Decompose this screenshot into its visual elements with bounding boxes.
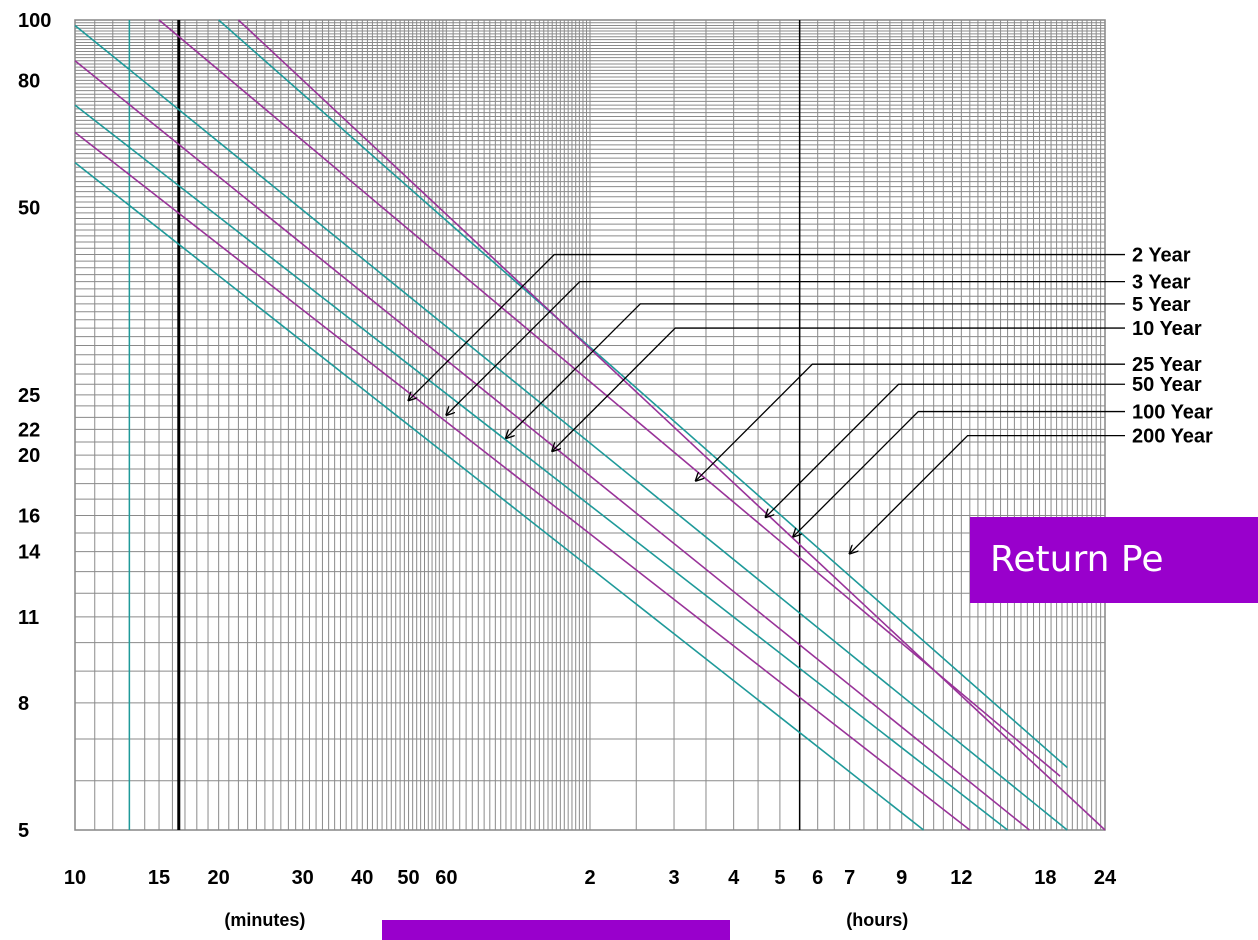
legend-label: 2 Year [1132,245,1191,267]
x-tick-label: 10 [64,867,86,889]
y-tick-label: 5 [18,820,29,842]
y-tick-label: 8 [18,693,29,715]
curve-50-year [158,19,1061,777]
x-tick-label: 20 [208,867,230,889]
legend-label: 100 Year [1132,402,1213,424]
leader-10-year [552,327,1125,451]
plot-grid [74,19,1106,831]
legend-label: 50 Year [1132,374,1202,396]
x-tick-label: 12 [950,867,972,889]
x-tick-label: 2 [584,867,595,889]
leader-200-year [850,434,1125,554]
curve-100-year [218,19,1068,769]
curve-3-year [74,131,971,831]
x-tick-label: 6 [812,867,823,889]
x-tick-label: 9 [896,867,907,889]
reference-lines [177,20,801,830]
x-tick-label: 18 [1034,867,1056,889]
y-tick-label: 80 [18,70,40,92]
x-tick-label: 40 [351,867,373,889]
x-tick-label: 30 [292,867,314,889]
leader-50-year [766,383,1125,517]
legend-label: 3 Year [1132,272,1191,294]
x-tick-label: 50 [397,867,419,889]
return-period-curves [74,19,1106,831]
leader-25-year [696,363,1125,480]
x-tick-label: 7 [844,867,855,889]
leader-2-year [409,253,1125,401]
legend-label: 200 Year [1132,426,1213,448]
y-tick-label: 20 [18,445,40,467]
x-unit-label: (minutes) [224,910,305,930]
curve-5-year [74,104,1009,831]
y-tick-label: 22 [18,419,40,441]
y-axis-ticks: 100 80 50 25 22 20 16 14 11 8 5 [18,10,51,842]
curve-25-year [74,24,1068,831]
curve-2-year [74,162,925,831]
leader-5-year [506,303,1125,438]
x-tick-label: 24 [1094,867,1117,889]
legend-leader-lines [409,253,1125,554]
x-unit-label: (hours) [846,910,908,930]
leader-100-year [793,410,1125,537]
y-tick-label: 25 [18,385,40,407]
y-tick-label: 100 [18,10,51,32]
y-tick-label: 14 [18,542,41,564]
y-tick-label: 11 [18,607,39,629]
y-tick-label: 50 [18,197,40,219]
x-tick-label: 3 [668,867,679,889]
x-tick-label: 60 [435,867,457,889]
x-tick-label: 15 [148,867,170,889]
x-axis-unit-labels: (minutes) (hours) [224,910,908,930]
leader-3-year [446,280,1125,415]
curve-200-year [237,19,1106,831]
x-tick-label: 5 [774,867,785,889]
x-tick-label: 4 [728,867,740,889]
y-tick-label: 16 [18,506,40,528]
return-period-banner: Return Pe [970,517,1258,603]
legend-label: 5 Year [1132,294,1191,316]
purple-bar [382,920,730,940]
legend-label: 25 Year [1132,354,1202,376]
x-axis-ticks: 10 15 20 30 40 50 60 2 3 4 5 6 7 9 12 18 24 [64,867,1117,889]
legend-label: 10 Year [1132,318,1202,340]
